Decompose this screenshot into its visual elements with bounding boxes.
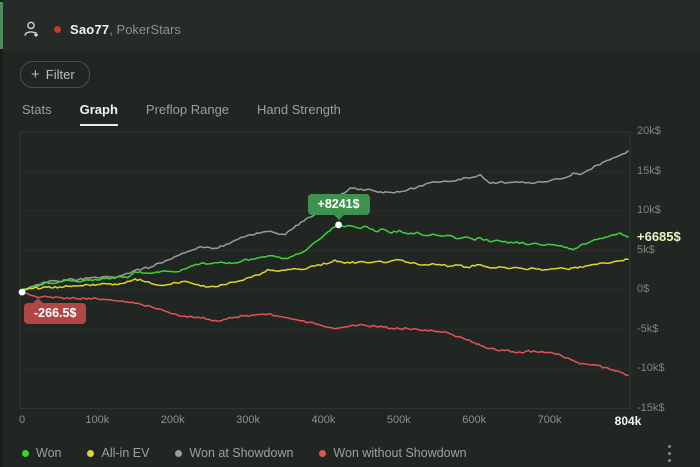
filter-button-label: Filter xyxy=(45,67,75,82)
all-in-ev-series-dot-icon xyxy=(87,449,95,457)
legend-item-won[interactable]: Won xyxy=(22,446,61,460)
won-series-dot-icon xyxy=(22,449,29,457)
x-tick: 200k xyxy=(160,414,185,426)
legend-item-won-at-showdown[interactable]: Won at Showdown xyxy=(175,446,293,460)
y-tick: -5k$ xyxy=(637,322,659,335)
y-tick: 10k$ xyxy=(637,204,661,216)
chart-legend: Won All-in EV Won at Showdown Won withou… xyxy=(22,446,467,460)
window-left-edge xyxy=(0,0,3,467)
won-without-showdown-series-dot-icon xyxy=(319,449,327,457)
profit-chart-plot-area[interactable] xyxy=(20,131,630,409)
x-tick: 500k xyxy=(386,414,411,426)
window-accent-strip xyxy=(0,2,3,49)
x-tick-total-hands: 804k xyxy=(614,414,642,428)
legend-item-won-without-showdown[interactable]: Won without Showdown xyxy=(319,446,467,460)
peak-value-tooltip: +8241$ xyxy=(307,193,370,220)
chart-options-kebab-icon[interactable] xyxy=(661,440,677,466)
current-profit-label: +6685$ xyxy=(637,229,681,245)
player-icon xyxy=(24,21,39,37)
header-bar xyxy=(3,0,700,52)
x-tick: 300k xyxy=(236,414,261,426)
player-name: Sao77 xyxy=(70,21,110,37)
won-at-showdown-series-dot-icon xyxy=(175,449,183,457)
x-tick: 600k xyxy=(462,414,487,426)
tab-hand-strength[interactable]: Hand Strength xyxy=(257,102,341,117)
y-tick: 5k$ xyxy=(637,243,655,256)
y-tick: -10k$ xyxy=(637,362,665,374)
legend-item-all-in-ev[interactable]: All-in EV xyxy=(87,446,149,460)
y-tick: 20k$ xyxy=(637,125,661,137)
status-dot-icon xyxy=(54,25,61,33)
tab-preflop-range[interactable]: Preflop Range xyxy=(145,102,230,117)
x-tick: 0 xyxy=(18,414,26,426)
tab-graph[interactable]: Graph xyxy=(79,102,118,126)
y-tick: 15k$ xyxy=(637,164,661,177)
tab-stats[interactable]: Stats xyxy=(22,102,52,117)
player-row[interactable]: Sao77 , PokerStars xyxy=(23,20,181,38)
y-tick: 0$ xyxy=(637,283,650,295)
x-tick: 700k xyxy=(537,414,562,426)
start-value-tooltip: -266.5$ xyxy=(24,298,87,325)
x-tick: 100k xyxy=(85,414,110,426)
x-tick: 400k xyxy=(311,414,336,426)
tab-bar: Stats Graph Preflop Range Hand Strength xyxy=(22,102,341,126)
player-site: , PokerStars xyxy=(109,21,181,37)
y-tick: -15k$ xyxy=(637,401,665,414)
filter-button[interactable]: + Filter xyxy=(20,61,90,88)
plus-icon: + xyxy=(31,66,40,83)
